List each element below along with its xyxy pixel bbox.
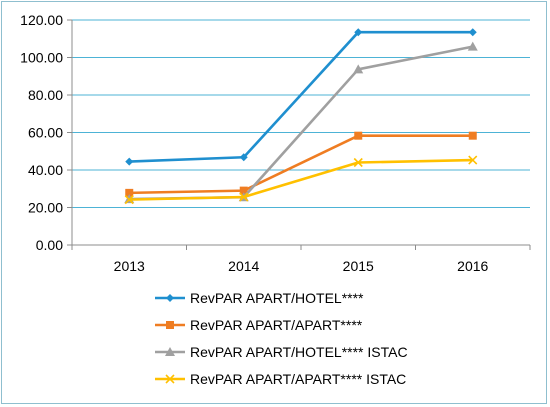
y-tick-label: 100.00 xyxy=(20,50,63,66)
data-point xyxy=(354,131,363,140)
y-tick-label: 60.00 xyxy=(28,125,63,141)
y-tick-labels: 0.00 20.00 40.00 60.00 80.00 100.00 120.00 xyxy=(20,12,63,253)
y-tick-label: 40.00 xyxy=(28,162,63,178)
series xyxy=(125,28,477,166)
legend-item: RevPAR APART/APART**** xyxy=(155,317,363,333)
x-tick-label: 2013 xyxy=(114,258,145,274)
x-tick-labels: 2013 2014 2015 2016 xyxy=(114,258,489,274)
data-point xyxy=(239,186,248,195)
series xyxy=(125,131,477,197)
legend-label: RevPAR APART/APART**** ISTAC xyxy=(190,371,406,387)
data-point xyxy=(468,155,478,165)
data-point xyxy=(166,321,174,329)
data-point xyxy=(354,28,363,37)
series-line xyxy=(129,134,473,195)
x-tick-label: 2016 xyxy=(457,258,488,274)
data-point xyxy=(239,192,249,202)
y-tick-label: 0.00 xyxy=(36,237,63,253)
data-point xyxy=(468,28,477,37)
legend-item: RevPAR APART/HOTEL**** ISTAC xyxy=(155,344,408,360)
data-point xyxy=(166,294,174,302)
data-point xyxy=(467,41,478,51)
x-tick-label: 2014 xyxy=(228,258,259,274)
data-point xyxy=(353,64,364,74)
series xyxy=(124,155,478,205)
legend: RevPAR APART/HOTEL**** RevPAR APART/APART… xyxy=(155,290,408,387)
data-point xyxy=(165,347,175,356)
data-point xyxy=(125,188,134,197)
series-group xyxy=(124,28,478,205)
axes xyxy=(71,20,531,250)
series-line xyxy=(129,158,473,201)
legend-item: RevPAR APART/HOTEL**** xyxy=(155,290,364,306)
legend-label: RevPAR APART/HOTEL**** ISTAC xyxy=(190,344,408,360)
series-line xyxy=(129,45,474,201)
data-point xyxy=(124,195,134,205)
y-tick-label: 120.00 xyxy=(20,12,63,28)
legend-label: RevPAR APART/HOTEL**** xyxy=(190,290,364,306)
grid-lines xyxy=(67,19,530,246)
data-point xyxy=(239,153,248,162)
legend-item: RevPAR APART/APART**** ISTAC xyxy=(155,371,406,387)
data-point xyxy=(468,131,477,140)
legend-label: RevPAR APART/APART**** xyxy=(190,317,363,333)
y-tick-label: 20.00 xyxy=(28,200,63,216)
x-tick-label: 2015 xyxy=(343,258,374,274)
data-point xyxy=(165,374,175,384)
y-tick-label: 80.00 xyxy=(28,87,63,103)
series-line xyxy=(129,30,473,163)
data-point xyxy=(125,157,134,166)
data-point xyxy=(353,157,363,168)
